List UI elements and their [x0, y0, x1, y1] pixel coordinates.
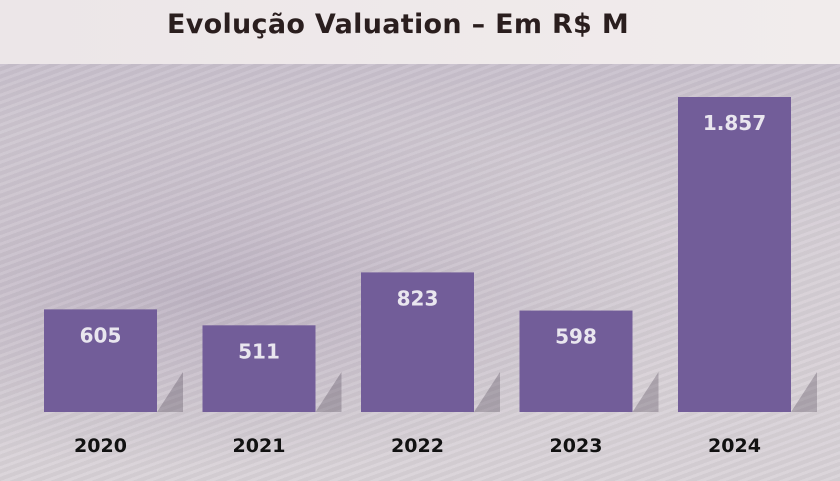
bar-2020: [44, 309, 157, 412]
chart-title: Evolução Valuation – Em R$ M: [166, 9, 630, 40]
value-label-2023: 598: [555, 325, 597, 349]
title-band: [0, 0, 840, 64]
bar-shadow: [315, 372, 342, 412]
bar-shadow: [157, 372, 183, 412]
x-tick-label-2023: 2023: [550, 435, 603, 457]
bar-2024: [678, 97, 791, 412]
value-label-2024: 1.857: [703, 111, 766, 135]
value-label-2021: 511: [238, 339, 280, 363]
x-tick-label-2024: 2024: [708, 435, 761, 457]
bar-2022: [361, 272, 474, 412]
bar-shadow: [632, 372, 659, 412]
bar-shadow: [474, 372, 500, 412]
x-tick-label-2021: 2021: [233, 435, 286, 457]
value-label-2020: 605: [80, 323, 122, 347]
bar-2023: [519, 310, 633, 412]
bar-2021: [202, 325, 316, 412]
bar-shadow: [791, 372, 817, 412]
x-tick-label-2022: 2022: [391, 435, 444, 457]
x-tick-label-2020: 2020: [74, 435, 127, 457]
value-label-2022: 823: [397, 286, 439, 310]
